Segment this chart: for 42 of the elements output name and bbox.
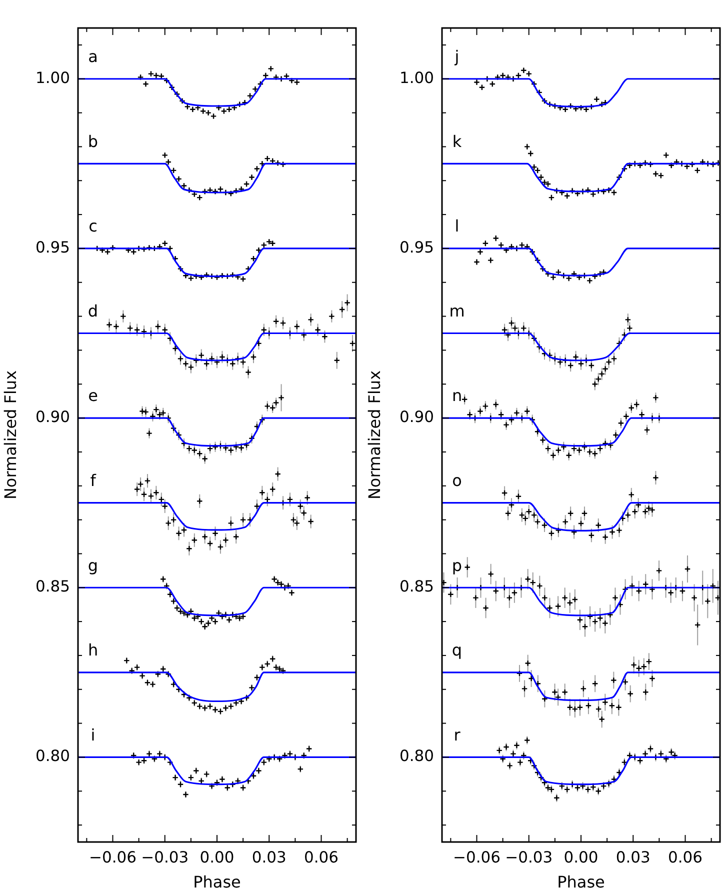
x-tick-label: −0.06 bbox=[453, 848, 500, 866]
y-tick-label: 0.80 bbox=[35, 747, 70, 766]
annotation: k bbox=[452, 132, 462, 151]
annotation: r bbox=[454, 725, 461, 744]
x-tick-label: 0.00 bbox=[564, 848, 598, 866]
x-axis-title: Phase bbox=[557, 872, 605, 892]
annotation: g bbox=[88, 556, 98, 575]
annotation: i bbox=[90, 725, 96, 744]
y-tick-label: 0.95 bbox=[35, 238, 70, 256]
annotation: e bbox=[88, 386, 98, 406]
y-tick-label: 1.00 bbox=[35, 68, 70, 87]
annotation: j bbox=[454, 47, 460, 66]
annotation: f bbox=[90, 470, 96, 490]
annotation: o bbox=[452, 470, 462, 490]
y-axis-title: Normalized Flux bbox=[364, 370, 384, 500]
annotation: a bbox=[88, 47, 98, 66]
y-tick-label: 1.00 bbox=[399, 68, 434, 87]
annotation: d bbox=[88, 301, 98, 320]
annotation: b bbox=[88, 132, 98, 151]
annotation: p bbox=[452, 556, 462, 575]
annotation: m bbox=[449, 301, 465, 320]
x-tick-label: 0.03 bbox=[252, 848, 286, 866]
y-tick-label: 0.85 bbox=[399, 578, 434, 596]
y-tick-label: 0.80 bbox=[399, 747, 434, 766]
x-tick-label: 0.06 bbox=[668, 848, 703, 866]
y-tick-label: 0.90 bbox=[35, 408, 70, 426]
y-tick-label: 0.85 bbox=[35, 578, 70, 596]
x-tick-label: 0.03 bbox=[616, 848, 650, 866]
y-tick-label: 0.90 bbox=[399, 408, 434, 426]
annotation: h bbox=[88, 640, 98, 660]
annotation: c bbox=[88, 216, 98, 236]
x-tick-label: −0.03 bbox=[505, 848, 553, 866]
x-tick-label: 0.06 bbox=[304, 848, 339, 866]
x-axis-title: Phase bbox=[193, 872, 241, 892]
annotation: n bbox=[452, 386, 462, 406]
annotation: q bbox=[452, 640, 462, 660]
x-tick-label: −0.06 bbox=[89, 848, 136, 866]
y-axis-title: Normalized Flux bbox=[0, 370, 20, 500]
y-tick-label: 0.95 bbox=[399, 238, 434, 256]
x-tick-label: −0.03 bbox=[141, 848, 189, 866]
annotation: l bbox=[454, 216, 460, 236]
x-tick-label: 0.00 bbox=[200, 848, 234, 866]
